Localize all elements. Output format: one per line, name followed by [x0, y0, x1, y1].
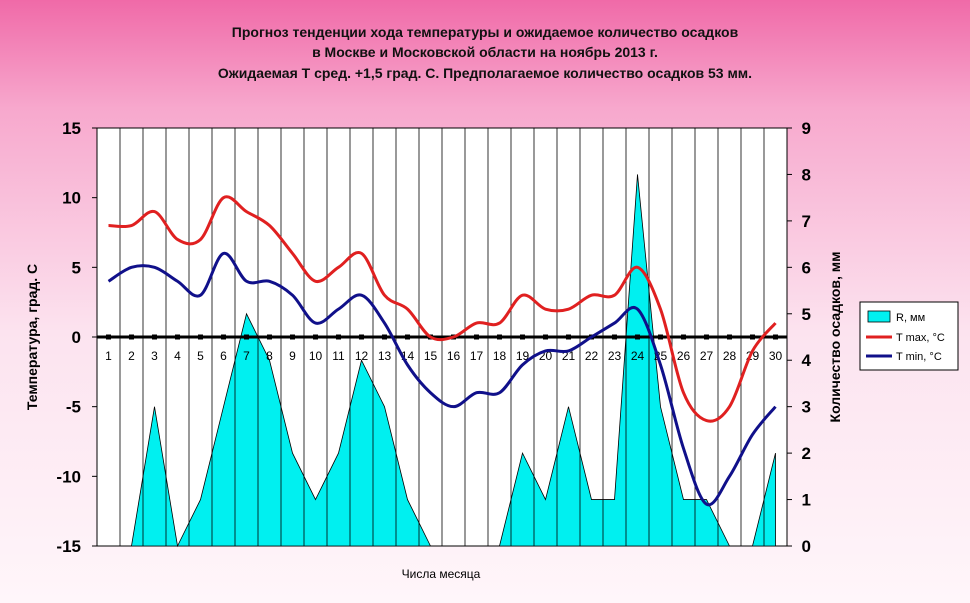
zero-marker [658, 334, 663, 340]
x-tick-label: 22 [585, 349, 599, 363]
x-tick-label: 19 [516, 349, 530, 363]
x-tick-label: 3 [151, 349, 158, 363]
y2-tick-label: 5 [802, 305, 811, 324]
legend-label-precip: R, мм [896, 312, 925, 324]
x-tick-label: 7 [243, 349, 250, 363]
y2-tick-label: 9 [802, 119, 811, 138]
y-tick-label: 15 [62, 119, 81, 138]
zero-marker [106, 334, 111, 340]
title-line-1: Прогноз тенденции хода температуры и ожи… [232, 24, 739, 40]
y-tick-label: -10 [56, 467, 81, 486]
x-tick-label: 13 [378, 349, 392, 363]
y-tick-label: -15 [56, 537, 81, 556]
y2-tick-label: 2 [802, 444, 811, 463]
x-axis-title: Числа месяца [402, 567, 481, 581]
y-tick-label: 5 [72, 258, 81, 277]
y2-tick-label: 0 [802, 537, 811, 556]
y2-tick-label: 6 [802, 258, 811, 277]
chart-title: Прогноз тенденции хода температуры и ожи… [218, 24, 752, 81]
zero-marker [727, 334, 732, 340]
y-tick-label: -5 [66, 398, 81, 417]
x-tick-label: 12 [355, 349, 369, 363]
x-tick-label: 23 [608, 349, 622, 363]
y-tick-label: 0 [72, 328, 81, 347]
x-tick-label: 4 [174, 349, 181, 363]
x-tick-label: 2 [128, 349, 135, 363]
zero-marker [152, 334, 157, 340]
zero-marker [405, 334, 410, 340]
zero-marker [520, 334, 525, 340]
zero-marker [290, 334, 295, 340]
y-axis-title: Температура, град. С [24, 264, 40, 410]
x-tick-label: 9 [289, 349, 296, 363]
x-tick-label: 1 [105, 349, 112, 363]
y2-tick-label: 8 [802, 165, 811, 184]
zero-marker [474, 334, 479, 340]
x-tick-label: 8 [266, 349, 273, 363]
x-tick-label: 6 [220, 349, 227, 363]
zero-marker [382, 334, 387, 340]
zero-marker [750, 334, 755, 340]
tmin-line [107, 251, 777, 507]
zero-marker [681, 334, 686, 340]
x-tick-label: 28 [723, 349, 737, 363]
title-line-3: Ожидаемая Т сред. +1,5 град. С. Предпола… [218, 65, 752, 81]
y2-tick-label: 7 [802, 212, 811, 231]
zero-marker [497, 334, 502, 340]
y2-tick-label: 4 [802, 351, 812, 370]
zero-marker [359, 334, 364, 340]
zero-marker [704, 334, 709, 340]
x-tick-label: 5 [197, 349, 204, 363]
y2-tick-label: 3 [802, 398, 811, 417]
zero-marker [543, 334, 548, 340]
zero-marker [198, 334, 203, 340]
zero-marker [267, 334, 272, 340]
x-tick-label: 17 [470, 349, 484, 363]
x-tick-label: 10 [309, 349, 323, 363]
x-tick-label: 24 [631, 349, 645, 363]
zero-marker [221, 334, 226, 340]
tmax-line [108, 195, 777, 423]
zero-marker [612, 334, 617, 340]
x-tick-label: 26 [677, 349, 691, 363]
zero-marker [175, 334, 180, 340]
x-tick-label: 18 [493, 349, 507, 363]
legend-label-tmax: T max, °С [896, 332, 945, 344]
x-tick-label: 30 [769, 349, 783, 363]
zero-marker [244, 334, 249, 340]
zero-marker [635, 334, 640, 340]
legend: R, мм T max, °С T min, °С [859, 301, 959, 371]
x-tick-label: 16 [447, 349, 461, 363]
y-tick-label: 10 [62, 189, 81, 208]
zero-marker [336, 334, 341, 340]
zero-marker [313, 334, 318, 340]
zero-marker [773, 334, 778, 340]
x-tick-label: 27 [700, 349, 714, 363]
x-tick-label: 15 [424, 349, 438, 363]
x-tick-label: 11 [332, 349, 345, 363]
y2-axis-title: Количество осадков, мм [827, 252, 843, 423]
title-line-2: в Москве и Московской области на ноябрь … [312, 44, 658, 60]
y2-tick-label: 1 [802, 491, 811, 510]
legend-label-tmin: T min, °С [896, 351, 942, 363]
zero-marker [129, 334, 134, 340]
legend-swatch-precip [867, 310, 891, 323]
zero-marker [566, 334, 571, 340]
